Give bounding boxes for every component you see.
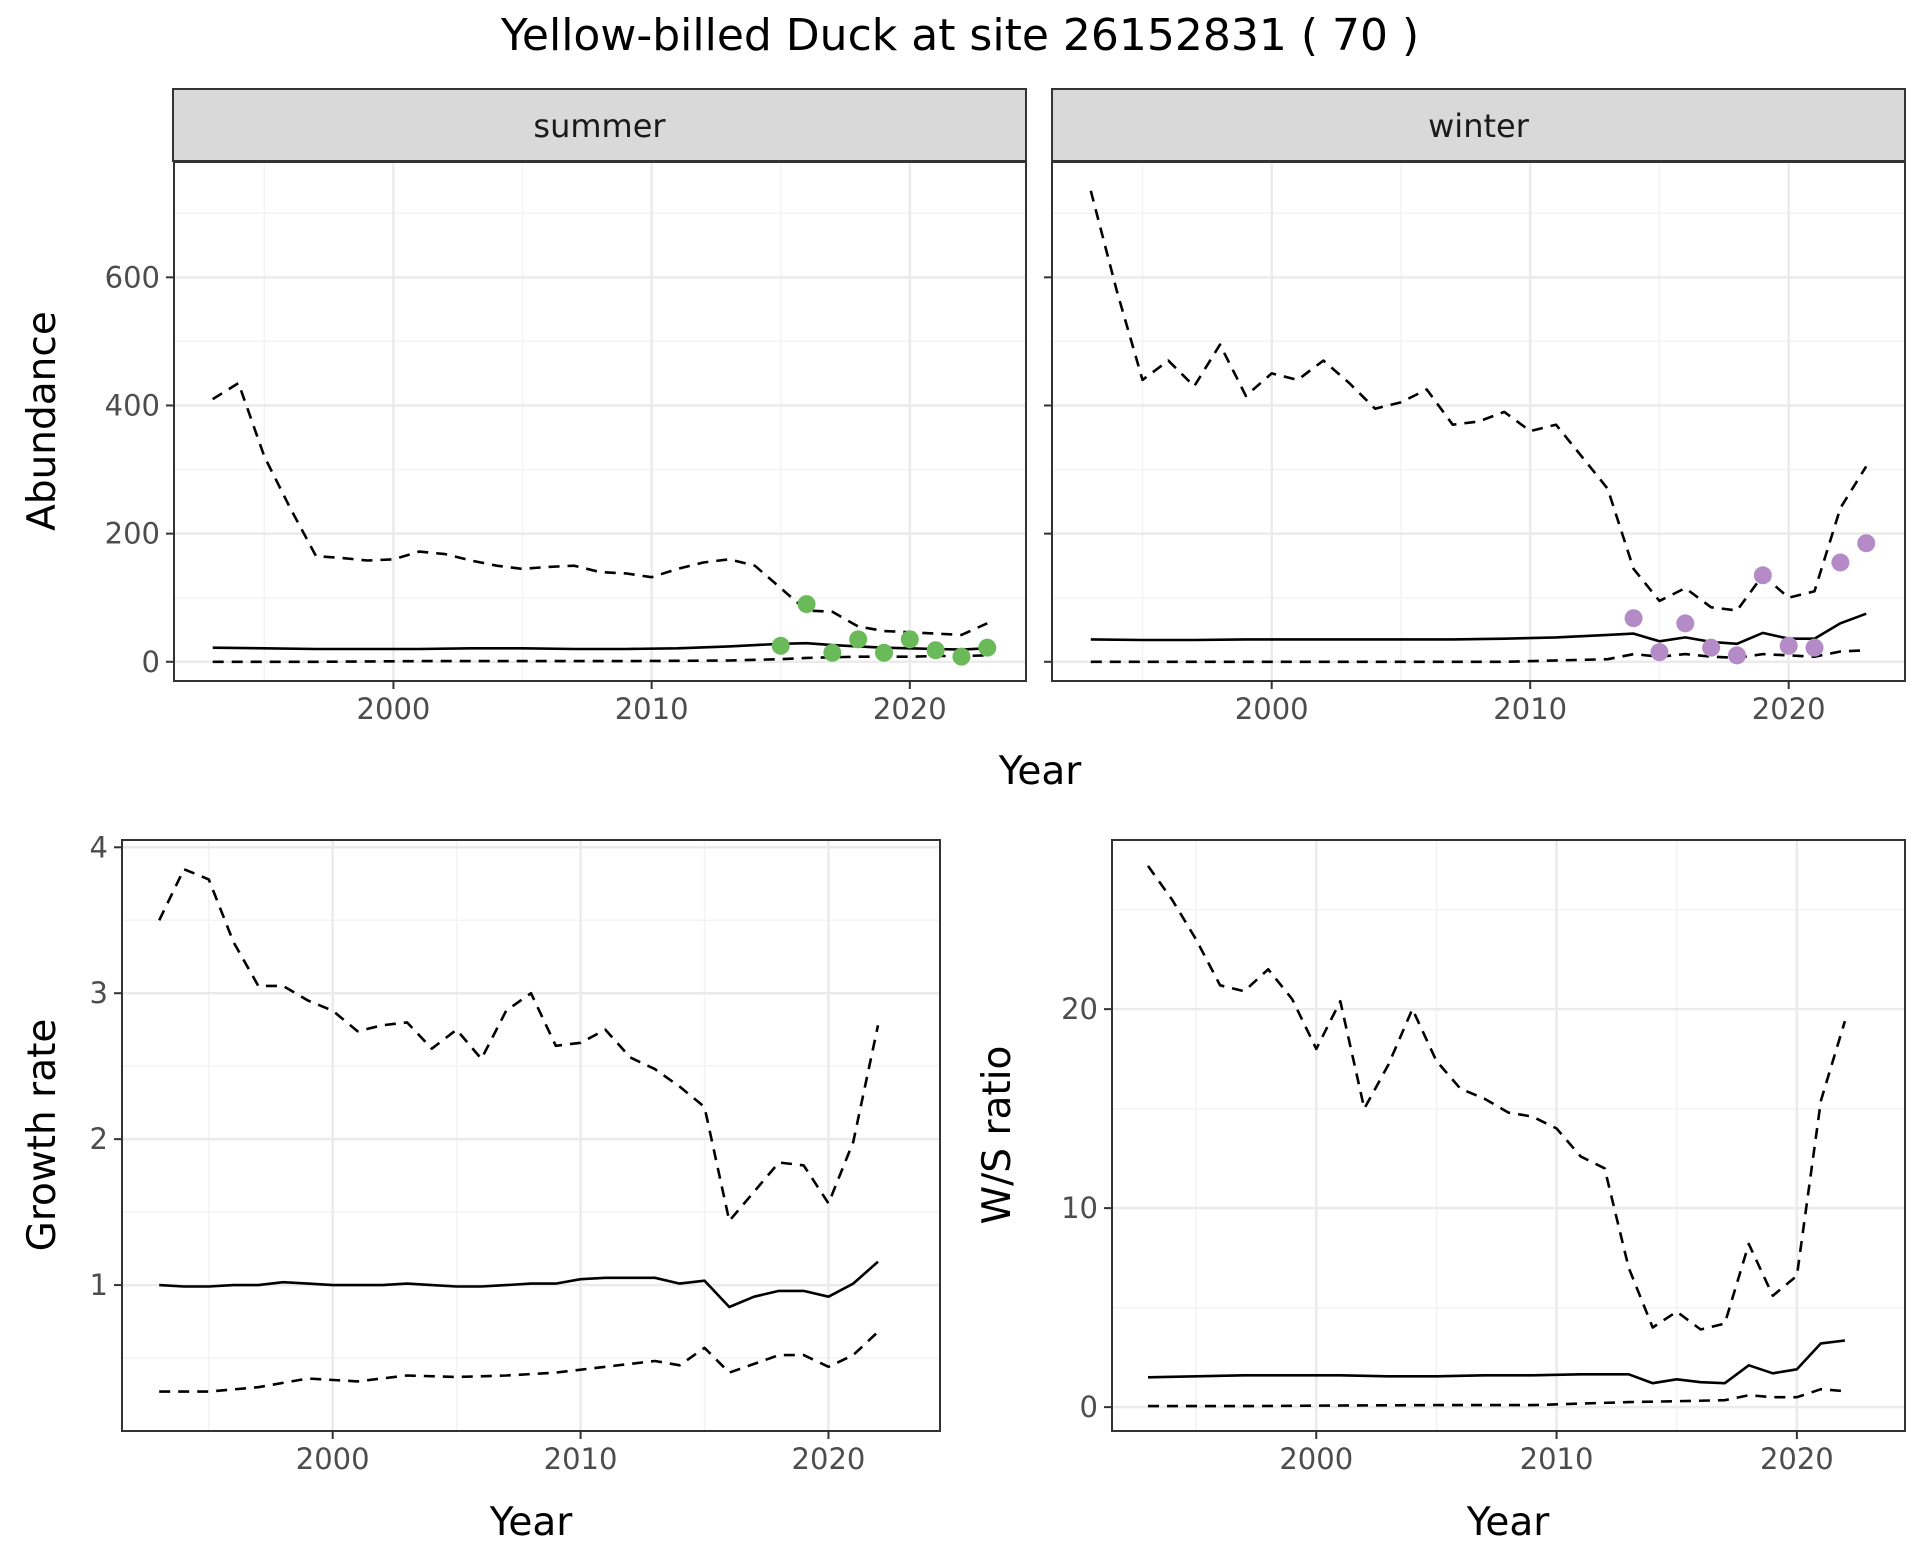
ws-ratio-y-tick-label: 0	[1080, 1390, 1098, 1424]
strip-label-summer: summer	[533, 107, 666, 145]
y-axis-title-abundance: Abundance	[20, 311, 65, 531]
ws-ratio-x-tick-label: 2010	[1520, 1442, 1594, 1476]
ws-ratio-x-tick-label: 2000	[1279, 1442, 1353, 1476]
ws-ratio-y-tick-label: 20	[1061, 992, 1098, 1026]
strip-label-winter: winter	[1428, 107, 1530, 145]
abundance-winter-observed-point	[1624, 609, 1643, 628]
abundance-winter-lower-line	[1090, 648, 1867, 664]
panel-ws-ratio: 2000 2010 2020 0 10 20 W/S ratio Year	[975, 839, 1906, 1545]
growth-rate-estimate-line	[159, 1260, 879, 1309]
abundance-summer-observed-point	[952, 647, 971, 666]
abundance-winter-border	[1051, 161, 1906, 682]
abundance-winter-observed-point	[1702, 638, 1721, 657]
abundance-summer-y-tick-label: 600	[105, 260, 160, 294]
growth-rate-lower-line	[159, 1330, 879, 1393]
abundance-winter-background	[1052, 162, 1905, 681]
ws-ratio-lower-line	[1148, 1387, 1846, 1408]
growth-rate-x-tick-label: 2010	[544, 1442, 618, 1476]
ws-ratio-estimate-line	[1147, 1339, 1846, 1385]
ws-ratio-background	[1112, 840, 1905, 1431]
strip-winter	[1051, 88, 1906, 162]
abundance-summer-lower-line	[212, 654, 988, 664]
strip-summer	[172, 88, 1027, 162]
growth-rate-y-tick-label: 2	[90, 1122, 108, 1156]
abundance-winter-observed-point	[1805, 638, 1824, 657]
abundance-summer-x-tick-label: 2010	[615, 692, 689, 726]
growth-rate-background	[122, 840, 940, 1431]
abundance-summer-observed-point	[771, 636, 790, 655]
abundance-summer-observed-point	[978, 638, 997, 657]
ws-ratio-y-tick-label: 10	[1061, 1191, 1098, 1225]
abundance-summer-estimate-line	[212, 641, 988, 651]
abundance-winter-observed-point	[1676, 614, 1695, 633]
abundance-summer-x-tick-label: 2000	[357, 692, 431, 726]
growth-rate-y-tick-label: 1	[90, 1268, 108, 1302]
panel-abundance-winter: winter 2000 2010 2020	[1044, 88, 1906, 726]
abundance-summer-observed-point	[823, 643, 842, 662]
abundance-summer-observed-point	[875, 643, 893, 662]
abundance-winter-observed-point	[1727, 646, 1746, 665]
abundance-winter-observed-point	[1831, 553, 1850, 572]
growth-rate-border	[121, 839, 941, 1432]
abundance-summer-y-tick-label: 400	[105, 388, 160, 422]
plot-area-summer: 2000 2010 2020 0 200 400 600	[105, 161, 1027, 726]
abundance-winter-x-tick-label: 2020	[1752, 692, 1826, 726]
abundance-winter-observed-point	[1779, 636, 1798, 655]
abundance-summer-observed-point	[900, 630, 919, 649]
abundance-summer-y-tick-label: 200	[105, 517, 160, 551]
abundance-summer-border	[173, 161, 1027, 682]
abundance-summer-observed-point	[849, 630, 868, 649]
plot-area-growth-rate: 2000 2010 2020 1 2 3 4	[90, 830, 941, 1476]
abundance-winter-observed-point	[1753, 566, 1772, 585]
x-axis-title-growth-rate: Year	[489, 1500, 574, 1545]
abundance-winter-x-tick-label: 2010	[1493, 692, 1567, 726]
abundance-summer-observed-point	[926, 641, 945, 660]
growth-rate-y-tick-label: 3	[90, 976, 108, 1010]
x-axis-title-ws-ratio: Year	[1466, 1500, 1551, 1545]
figure-title: Yellow-billed Duck at site 26152831 ( 70…	[500, 10, 1419, 61]
growth-rate-x-tick-label: 2000	[296, 1442, 370, 1476]
abundance-winter-estimate-line	[1090, 612, 1867, 646]
y-axis-title-growth-rate: Growth rate	[20, 1019, 65, 1252]
panel-abundance-summer: summer 2000 2010 2020 0 200 400 600	[105, 88, 1027, 726]
abundance-summer-x-tick-label: 2020	[873, 692, 947, 726]
plot-area-ws-ratio: 2000 2010 2020 0 10 20	[1061, 839, 1906, 1476]
panel-growth-rate: 2000 2010 2020 1 2 3 4 Growth rate Year	[20, 830, 941, 1545]
abundance-winter-observed-point	[1650, 643, 1669, 662]
abundance-winter-observed-point	[1857, 534, 1876, 553]
abundance-summer-y-tick-label: 0	[142, 645, 160, 679]
abundance-winter-upper-line	[1089, 190, 1868, 612]
abundance-winter-x-tick-label: 2000	[1235, 692, 1309, 726]
y-axis-title-ws-ratio: W/S ratio	[975, 1046, 1020, 1225]
abundance-summer-background	[174, 162, 1026, 681]
growth-rate-x-tick-label: 2020	[792, 1442, 866, 1476]
ws-ratio-border	[1111, 839, 1906, 1432]
abundance-summer-observed-point	[797, 595, 816, 614]
ws-ratio-upper-line	[1146, 865, 1847, 1331]
plot-area-winter: 2000 2010 2020	[1044, 161, 1906, 726]
growth-rate-y-tick-label: 4	[90, 830, 108, 864]
ws-ratio-x-tick-label: 2020	[1760, 1442, 1834, 1476]
x-axis-title-abundance: Year	[998, 749, 1083, 794]
growth-rate-upper-line	[158, 867, 880, 1223]
